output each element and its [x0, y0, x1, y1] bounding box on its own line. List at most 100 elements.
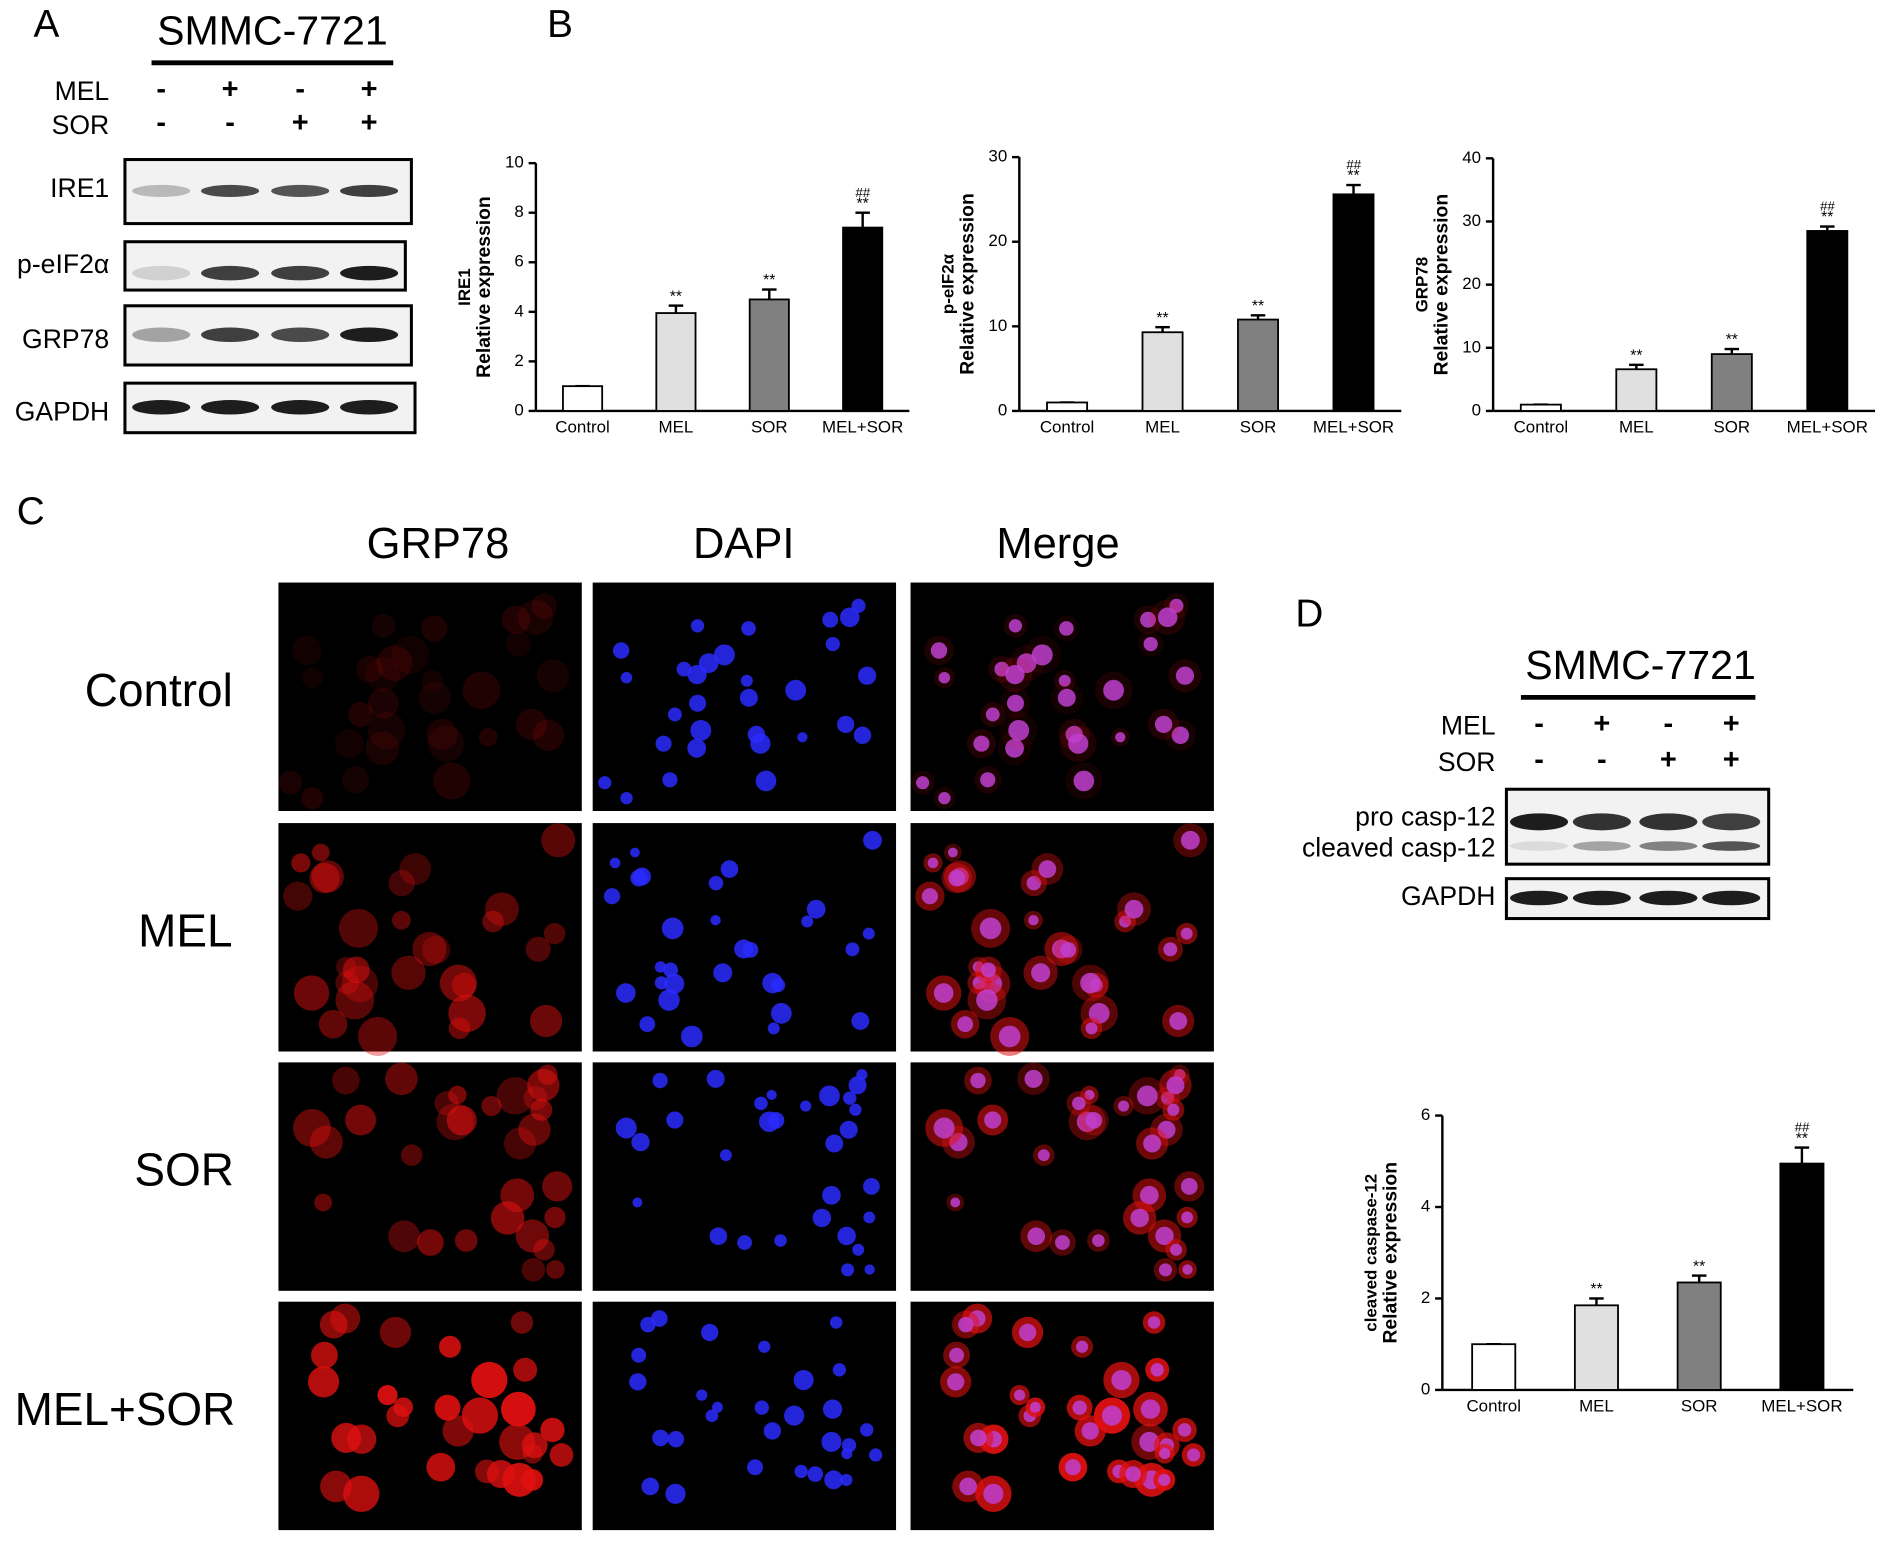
treatment-sign: + — [361, 73, 378, 105]
nucleus — [970, 1072, 986, 1089]
nucleus — [863, 830, 882, 850]
nucleus — [658, 989, 680, 1011]
panel-letter: C — [17, 490, 45, 533]
cell — [513, 1357, 538, 1382]
cell — [500, 1391, 536, 1427]
nucleus — [1159, 1448, 1171, 1460]
x-tick-label: Control — [1466, 1396, 1521, 1415]
cell — [358, 1016, 398, 1056]
cell — [388, 870, 415, 897]
micrograph — [592, 823, 897, 1052]
nucleus — [598, 776, 612, 790]
cell — [314, 1193, 333, 1212]
cell — [527, 1069, 560, 1102]
nucleus — [1072, 1096, 1086, 1111]
cell — [345, 1104, 377, 1136]
cell — [388, 1220, 420, 1253]
nucleus — [1072, 1400, 1087, 1415]
nucleus — [1024, 1069, 1043, 1088]
treatment-label: SOR — [52, 110, 110, 140]
band — [1639, 813, 1698, 831]
nucleus — [719, 1149, 732, 1162]
cell — [442, 1415, 474, 1447]
nucleus — [1124, 899, 1144, 919]
bar — [1237, 318, 1279, 412]
nucleus — [767, 1112, 785, 1129]
nucleus — [754, 1400, 769, 1415]
nucleus — [667, 707, 682, 722]
nucleus — [1158, 1263, 1172, 1277]
cell — [546, 1260, 565, 1279]
band — [340, 184, 399, 198]
nucleus — [1073, 770, 1095, 792]
treatment-sign: - — [1534, 708, 1544, 740]
nucleus — [801, 915, 814, 928]
nucleus — [1111, 1369, 1132, 1391]
x-tick-label: MEL+SOR — [822, 417, 903, 436]
x-tick-label: SOR — [1713, 417, 1750, 436]
nucleus — [822, 1399, 843, 1419]
cell — [371, 613, 396, 638]
treatment-sign: + — [1723, 708, 1740, 740]
cell — [540, 1417, 565, 1443]
nucleus — [1037, 1149, 1050, 1162]
cell — [485, 892, 519, 927]
nucleus — [841, 1263, 855, 1277]
nucleus — [709, 1227, 728, 1246]
cell — [335, 980, 375, 1020]
x-tick-label: Control — [555, 417, 610, 436]
cell — [342, 956, 370, 984]
band — [1510, 841, 1569, 851]
band — [271, 265, 330, 281]
cell — [293, 975, 330, 1011]
cell — [532, 719, 564, 751]
nucleus — [747, 1459, 763, 1476]
nucleus — [720, 860, 739, 878]
cell — [367, 687, 399, 719]
row-label: MEL+SOR — [15, 1383, 236, 1435]
nucleus — [667, 1431, 685, 1448]
nucleus — [800, 1100, 812, 1112]
band — [201, 400, 260, 415]
micrograph — [278, 582, 582, 811]
band — [1510, 890, 1569, 906]
nucleus — [641, 1477, 660, 1496]
band — [132, 184, 191, 198]
nucleus — [947, 847, 958, 858]
band — [132, 265, 191, 281]
cell — [341, 766, 370, 794]
nucleus — [1055, 1235, 1070, 1250]
cell — [400, 1144, 423, 1166]
cell — [518, 1113, 551, 1146]
nucleus — [1059, 621, 1074, 636]
nucleus — [981, 962, 996, 978]
cell — [462, 671, 501, 709]
cell — [365, 731, 400, 766]
nucleus — [983, 1483, 1004, 1504]
nucleus — [1101, 1405, 1123, 1426]
nucleus — [958, 1316, 974, 1333]
nucleus — [654, 976, 668, 990]
cell — [417, 1229, 444, 1256]
nucleus — [839, 607, 860, 628]
band — [1702, 890, 1761, 906]
y-tick-label: 0 — [514, 400, 523, 419]
cell — [515, 1219, 550, 1253]
x-tick-label: MEL+SOR — [1787, 417, 1868, 436]
nucleus — [840, 1473, 853, 1487]
nucleus — [612, 642, 630, 659]
treatment-sign: + — [1593, 708, 1610, 740]
nucleus — [852, 1243, 865, 1256]
band-label: GAPDH — [1401, 881, 1496, 911]
significance: ** — [1693, 1258, 1705, 1275]
nucleus — [1119, 915, 1132, 928]
band — [340, 327, 399, 343]
bar — [1779, 1162, 1825, 1391]
bar — [1806, 230, 1849, 412]
nucleus — [1085, 1022, 1098, 1035]
nucleus — [1115, 732, 1126, 743]
x-tick-label: MEL — [659, 417, 694, 436]
cell — [531, 593, 557, 619]
